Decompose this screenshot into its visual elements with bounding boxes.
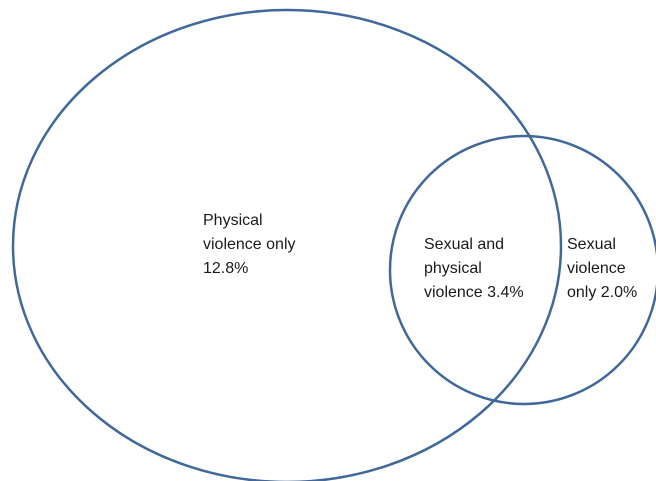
sexual-only-line-2: violence xyxy=(567,260,626,277)
both-line-3: violence 3.4% xyxy=(424,284,524,301)
both-line-2: physical xyxy=(424,260,482,277)
both-line-1: Sexual and xyxy=(424,236,505,253)
physical-violence-only-label: Physical violence only 12.8% xyxy=(203,209,296,281)
physical-violence-set xyxy=(11,8,563,481)
physical-only-line-3: 12.8% xyxy=(203,260,249,277)
sexual-only-line-1: Sexual xyxy=(567,236,616,253)
physical-only-line-2: violence only xyxy=(203,236,296,253)
sexual-and-physical-violence-label: Sexual and physical violence 3.4% xyxy=(424,233,524,305)
sexual-violence-only-label: Sexual violence only 2.0% xyxy=(567,233,637,305)
sexual-violence-set xyxy=(388,134,656,406)
physical-only-line-1: Physical xyxy=(203,212,263,229)
sexual-only-line-3: only 2.0% xyxy=(567,284,638,301)
